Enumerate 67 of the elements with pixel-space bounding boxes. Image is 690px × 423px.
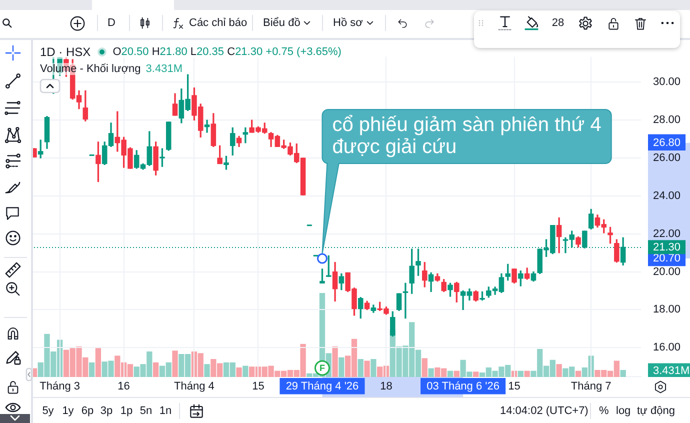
chart-subtitle: O20.50 H21.80 L20.35 C21.30 +0.75 (+3.65%) xyxy=(112,46,342,58)
bar xyxy=(575,370,582,377)
text: 5y xyxy=(42,404,54,418)
bar xyxy=(88,362,95,377)
bar xyxy=(473,372,479,377)
text: 6p xyxy=(81,404,94,418)
x-tick-label: Tháng 3 xyxy=(40,380,80,393)
text: 1p xyxy=(120,404,133,418)
bar xyxy=(370,359,376,377)
x-tick-label: 16 xyxy=(118,380,130,393)
bar xyxy=(236,367,242,377)
text: 3p xyxy=(100,404,113,418)
text: tự động xyxy=(637,404,675,418)
text: 1n xyxy=(159,404,172,418)
bar xyxy=(454,370,460,377)
y-tick-label: 16.00 xyxy=(653,342,681,354)
bar xyxy=(358,359,364,377)
x-tick-label: Tháng 7 xyxy=(570,380,612,393)
x-tick-label: 18 xyxy=(380,380,392,393)
chart-title: Volume - Khối lượng xyxy=(40,63,141,75)
bar xyxy=(364,360,370,377)
y-tick-label: 26.80 xyxy=(653,136,681,149)
text: 1y xyxy=(62,404,74,418)
y-tick-label: 22.00 xyxy=(653,228,681,240)
text: Biểu đồ xyxy=(263,16,300,30)
bar xyxy=(152,362,159,377)
chart-title: 1D · HSX xyxy=(40,45,91,59)
candlestick xyxy=(204,120,210,133)
x-tick-label: 03 Tháng 6 '26 xyxy=(426,380,500,393)
y-tick-label: 28.00 xyxy=(653,114,681,126)
y-tick-label: 24.00 xyxy=(653,190,681,202)
annotation: cổ phiếu giảm sàn phiên thứ 4 được giải cứu xyxy=(332,114,602,158)
text: 3.431M xyxy=(653,364,690,377)
bar xyxy=(204,364,210,377)
text: Hồ sơ xyxy=(333,16,363,30)
text: 3.431M xyxy=(146,63,182,75)
y-tick-label: 20.70 xyxy=(653,252,681,265)
text: 5n xyxy=(140,404,152,418)
bar xyxy=(422,358,428,377)
bar xyxy=(242,366,248,377)
text: D xyxy=(108,16,116,30)
bar xyxy=(332,346,338,377)
bar xyxy=(338,357,344,377)
bar xyxy=(524,370,530,377)
text: 14:04:02 (UTC+7) xyxy=(500,404,588,418)
text: log xyxy=(616,404,631,418)
x-tick-label: Tháng 4 xyxy=(174,380,214,393)
ref-line-label: 21.30 xyxy=(653,242,681,254)
bar xyxy=(95,348,102,377)
bar xyxy=(447,370,454,377)
text: Các chỉ báo xyxy=(189,16,248,30)
y-tick-label: 30.00 xyxy=(653,76,681,88)
bar xyxy=(428,368,434,377)
bar xyxy=(172,350,178,377)
x-tick-label: 29 Tháng 4 '26 xyxy=(286,380,359,393)
y-tick-label: 20.00 xyxy=(653,266,681,278)
x-tick-label: 15 xyxy=(252,380,264,393)
text: 28 xyxy=(552,16,564,30)
y-tick-label: 18.00 xyxy=(653,304,681,316)
y-tick-label: 26.00 xyxy=(653,152,681,164)
bar xyxy=(556,364,562,377)
annotation: F xyxy=(319,362,326,373)
bar xyxy=(620,370,626,377)
candlestick xyxy=(242,127,248,144)
text: % xyxy=(599,404,609,418)
x-tick-label: 15 xyxy=(508,380,520,393)
bar xyxy=(518,370,524,377)
